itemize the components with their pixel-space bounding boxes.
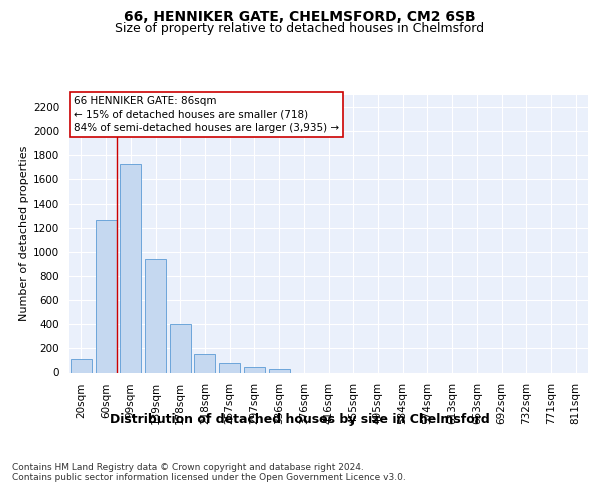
Text: Distribution of detached houses by size in Chelmsford: Distribution of detached houses by size … [110, 412, 490, 426]
Bar [120, 164, 141, 372]
Text: 66, HENNIKER GATE, CHELMSFORD, CM2 6SB: 66, HENNIKER GATE, CHELMSFORD, CM2 6SB [124, 10, 476, 24]
Text: 66 HENNIKER GATE: 86sqm
← 15% of detached houses are smaller (718)
84% of semi-d: 66 HENNIKER GATE: 86sqm ← 15% of detache… [74, 96, 340, 133]
Bar [219, 364, 240, 372]
Bar [170, 324, 191, 372]
Bar [194, 354, 215, 372]
Bar [71, 360, 92, 372]
Bar [244, 368, 265, 372]
Bar [145, 258, 166, 372]
Bar [95, 220, 116, 372]
Text: Contains HM Land Registry data © Crown copyright and database right 2024.
Contai: Contains HM Land Registry data © Crown c… [12, 462, 406, 482]
Bar [269, 370, 290, 372]
Y-axis label: Number of detached properties: Number of detached properties [19, 146, 29, 322]
Text: Size of property relative to detached houses in Chelmsford: Size of property relative to detached ho… [115, 22, 485, 35]
